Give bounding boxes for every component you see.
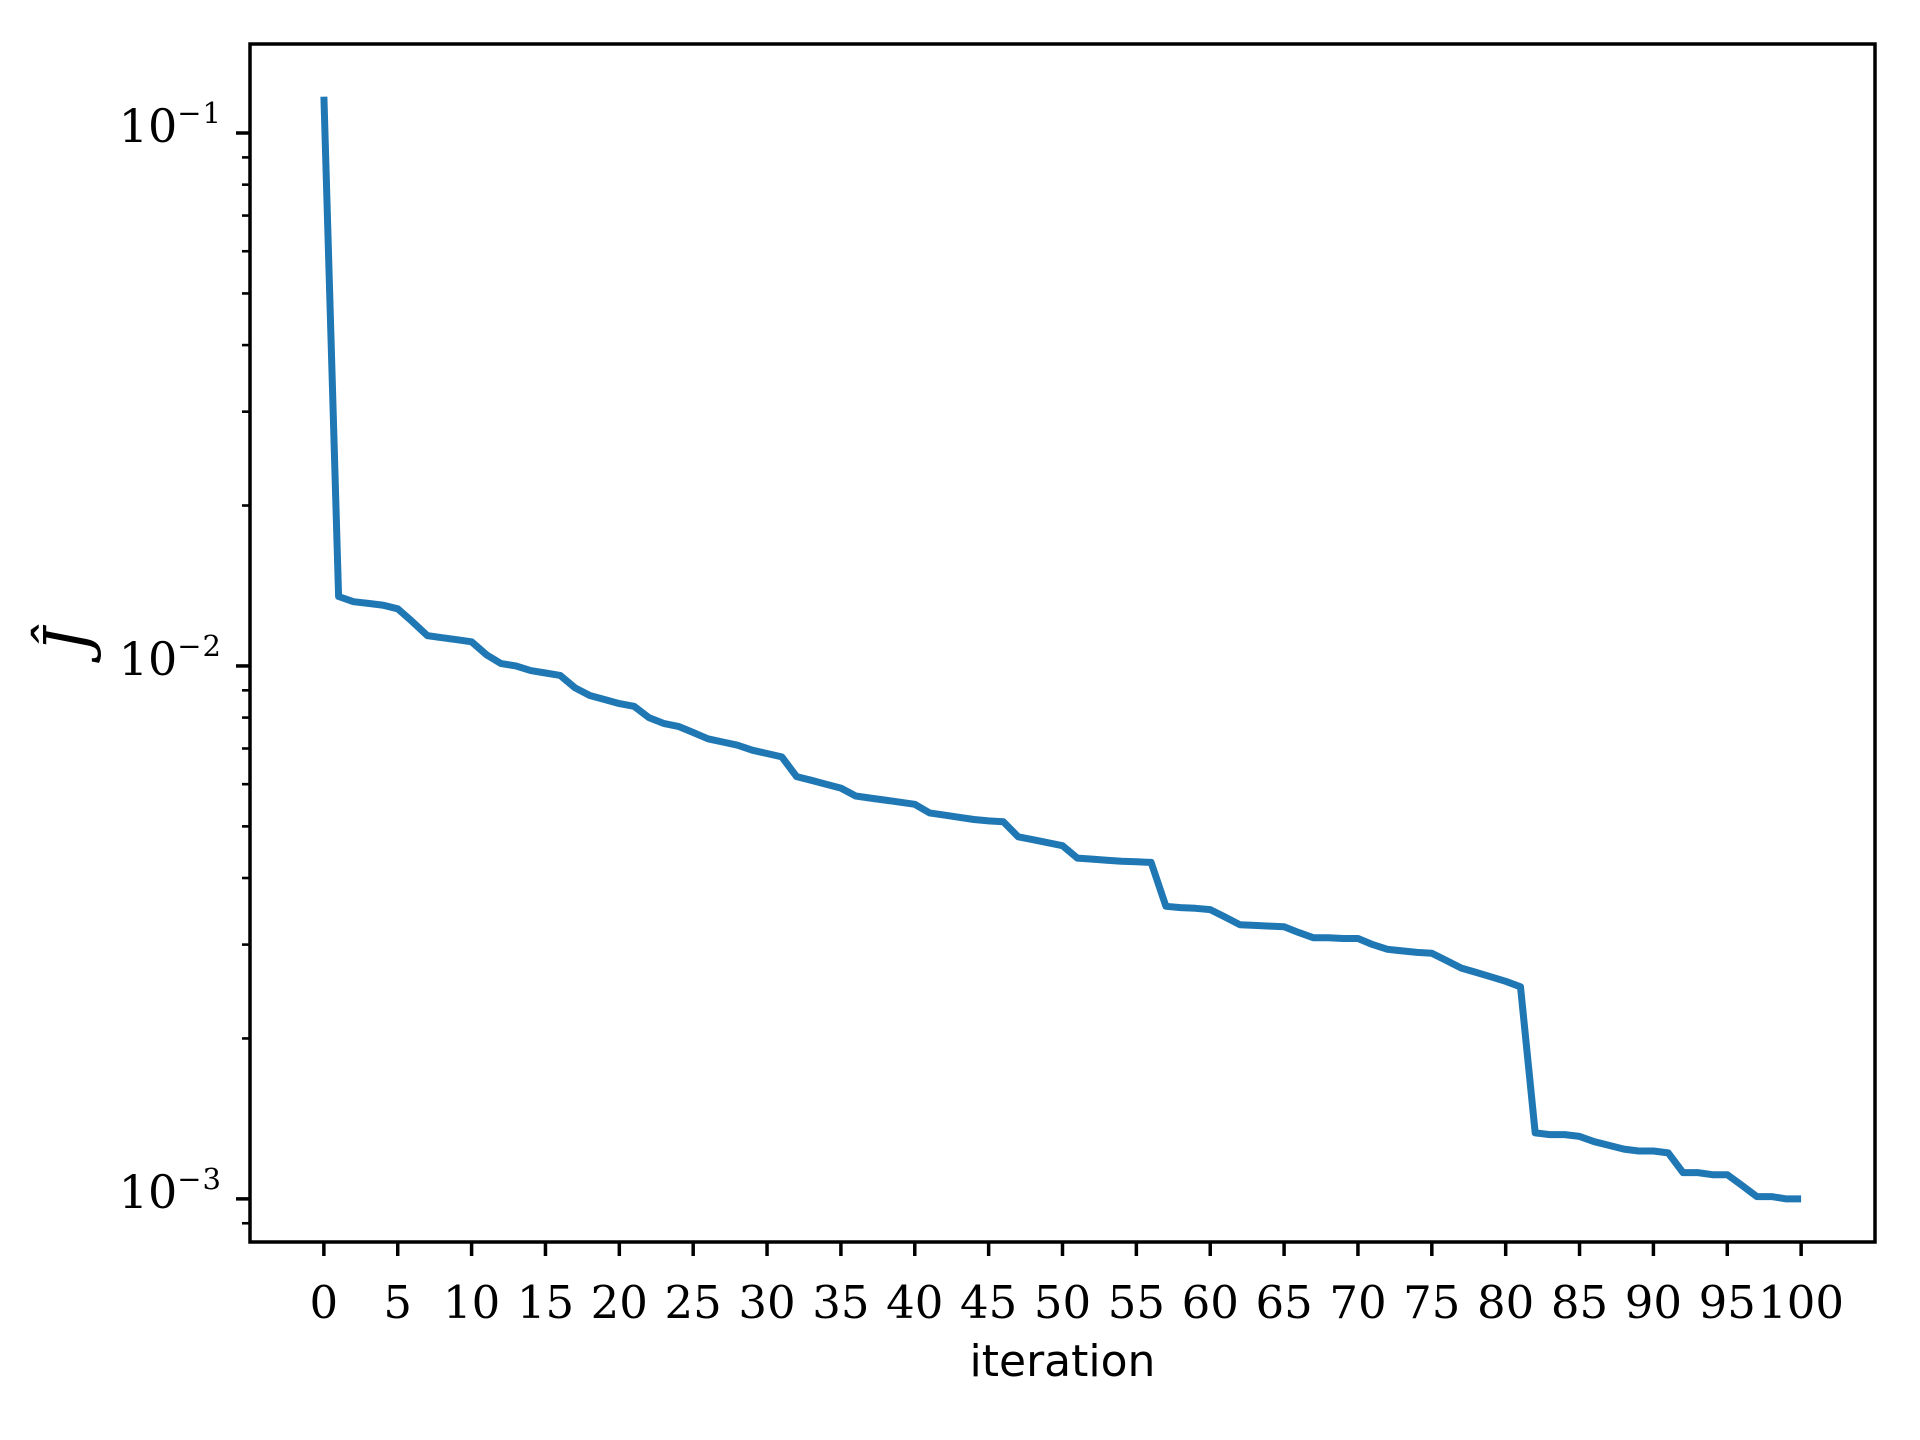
plot-frame	[248, 42, 1877, 1244]
x-axis-label: iteration	[969, 1336, 1156, 1387]
axis-major-ticks	[236, 131, 1803, 1256]
y-axis-label: Ĵ	[30, 627, 103, 653]
loss-curve	[320, 96, 1802, 1203]
